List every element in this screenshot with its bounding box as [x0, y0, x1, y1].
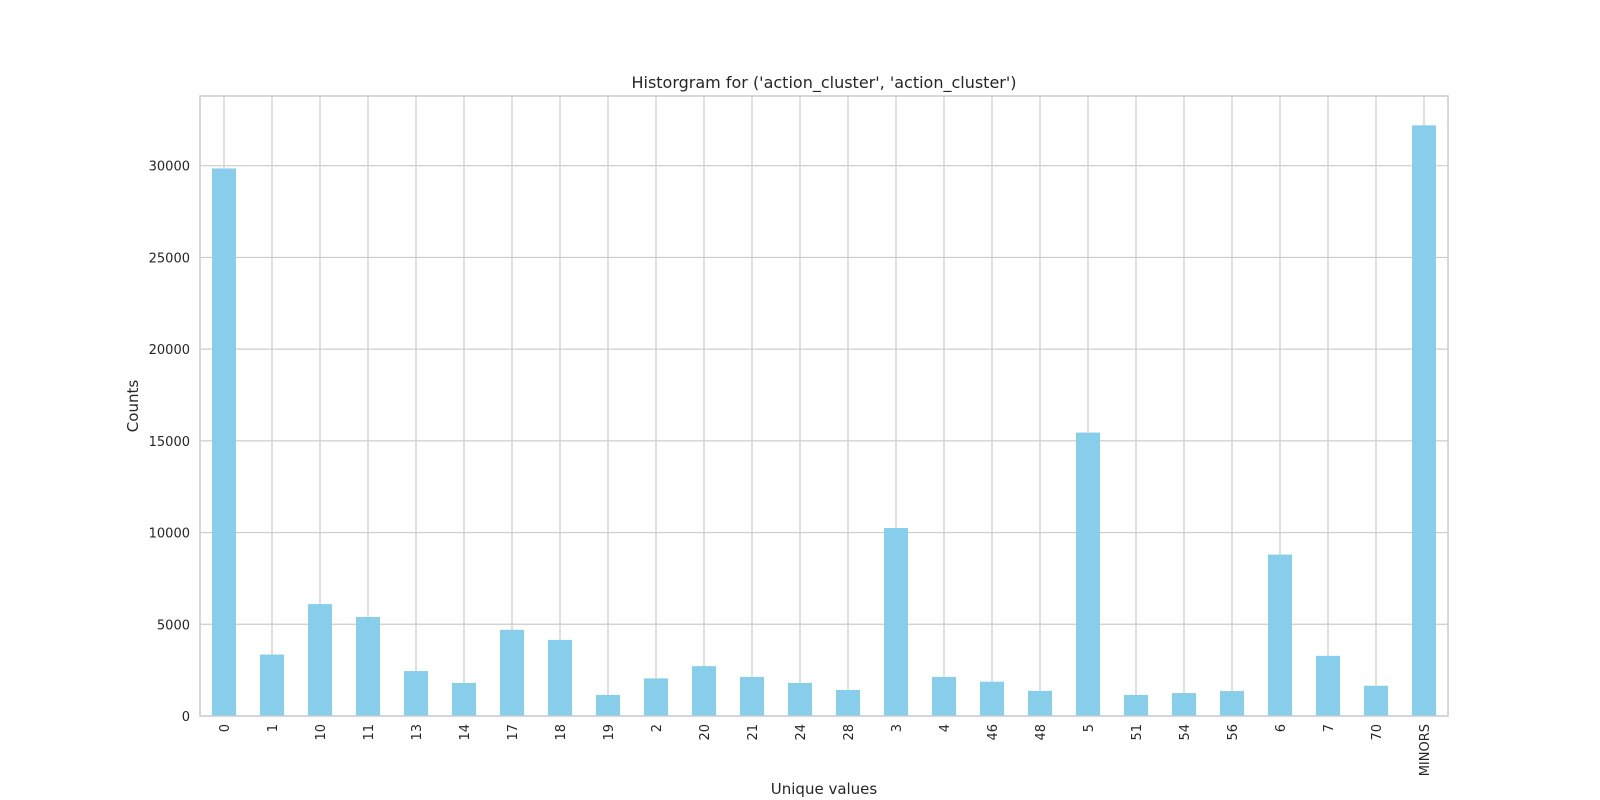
bar-51 — [1124, 694, 1148, 716]
x-axis-label: Unique values — [771, 780, 878, 798]
x-tick-label: MINORS — [1418, 724, 1433, 776]
bars — [212, 125, 1436, 716]
x-tick-label: 48 — [1034, 724, 1049, 741]
y-tick-label: 15000 — [149, 435, 190, 450]
bar-18 — [548, 639, 572, 716]
x-tick-label: 6 — [1274, 724, 1289, 732]
x-tick-label: 21 — [746, 724, 761, 741]
x-tick-label: 2 — [650, 724, 665, 732]
bar-11 — [356, 616, 380, 716]
bar-17 — [500, 629, 524, 716]
bar-6 — [1268, 554, 1292, 716]
bar-13 — [404, 671, 428, 716]
bar-1 — [260, 654, 284, 716]
bar-2 — [644, 678, 668, 716]
x-tick-label: 20 — [698, 724, 713, 741]
x-tick-label: 24 — [794, 724, 809, 741]
bar-14 — [452, 682, 476, 716]
bar-21 — [740, 676, 764, 716]
x-tick-label: 0 — [218, 724, 233, 732]
y-tick-label: 30000 — [149, 160, 190, 175]
plot-frame — [199, 95, 1449, 717]
x-tick-label: 28 — [842, 724, 857, 741]
bar-0 — [212, 168, 236, 716]
x-tick-label: 54 — [1178, 724, 1193, 741]
bar-5 — [1076, 432, 1100, 716]
x-tick-label: 7 — [1322, 724, 1337, 732]
x-tick-label: 19 — [602, 724, 617, 741]
y-tick-label: 20000 — [149, 343, 190, 358]
bar-MINORS — [1412, 125, 1436, 716]
x-tick-label: 11 — [362, 724, 377, 741]
x-tick-label: 56 — [1226, 724, 1241, 741]
bar-46 — [980, 681, 1004, 716]
x-tick-label: 51 — [1130, 724, 1145, 741]
y-axis-ticks: 0 5000 10000 15000 20000 25000 30000 — [149, 160, 190, 725]
x-tick-label: 14 — [458, 724, 473, 741]
chart-title: Historgram for ('action_cluster', 'actio… — [631, 73, 1016, 93]
y-tick-label: 25000 — [149, 251, 190, 266]
x-axis-ticks: 0 1 10 11 13 14 17 18 19 2 20 21 24 28 3 4 46 48 5 51 54 56 6 7… — [218, 724, 1433, 776]
x-tick-label: 5 — [1082, 724, 1097, 732]
x-tick-label: 4 — [938, 724, 953, 732]
y-tick-label: 5000 — [157, 618, 190, 633]
bar-7 — [1316, 655, 1340, 716]
x-tick-label: 18 — [554, 724, 569, 741]
bar-3 — [884, 527, 908, 716]
bar-4 — [932, 676, 956, 716]
x-tick-label: 70 — [1370, 724, 1385, 741]
bar-10 — [308, 604, 332, 716]
y-axis-label: Counts — [124, 380, 142, 433]
bar-54 — [1172, 693, 1196, 716]
x-tick-label: 17 — [506, 724, 521, 741]
x-tick-label: 46 — [986, 724, 1001, 741]
bar-56 — [1220, 691, 1244, 716]
x-tick-label: 13 — [410, 724, 425, 741]
y-tick-label: 10000 — [149, 527, 190, 542]
bar-28 — [836, 689, 860, 716]
bar-70 — [1364, 685, 1388, 716]
grid-lines — [200, 96, 1448, 717]
x-tick-label: 1 — [266, 724, 281, 732]
x-tick-label: 3 — [890, 724, 905, 732]
bar-24 — [788, 682, 812, 716]
y-tick-label: 0 — [182, 710, 190, 725]
bar-20 — [692, 666, 716, 716]
x-tick-label: 10 — [314, 724, 329, 741]
bar-19 — [596, 694, 620, 716]
bar-48 — [1028, 690, 1052, 716]
